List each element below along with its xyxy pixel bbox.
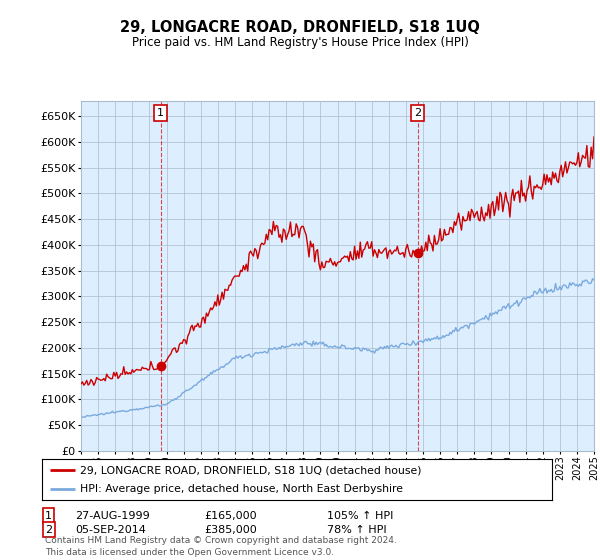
Text: 05-SEP-2014: 05-SEP-2014 bbox=[75, 525, 146, 535]
Text: HPI: Average price, detached house, North East Derbyshire: HPI: Average price, detached house, Nort… bbox=[80, 484, 403, 493]
Text: 27-AUG-1999: 27-AUG-1999 bbox=[75, 511, 150, 521]
Text: 105% ↑ HPI: 105% ↑ HPI bbox=[327, 511, 394, 521]
Text: 78% ↑ HPI: 78% ↑ HPI bbox=[327, 525, 386, 535]
Text: £385,000: £385,000 bbox=[204, 525, 257, 535]
Text: 2: 2 bbox=[45, 525, 52, 535]
Text: 1: 1 bbox=[45, 511, 52, 521]
Text: 1: 1 bbox=[157, 108, 164, 118]
Text: Contains HM Land Registry data © Crown copyright and database right 2024.
This d: Contains HM Land Registry data © Crown c… bbox=[45, 536, 397, 557]
Text: £165,000: £165,000 bbox=[204, 511, 257, 521]
Text: Price paid vs. HM Land Registry's House Price Index (HPI): Price paid vs. HM Land Registry's House … bbox=[131, 36, 469, 49]
Text: 29, LONGACRE ROAD, DRONFIELD, S18 1UQ (detached house): 29, LONGACRE ROAD, DRONFIELD, S18 1UQ (d… bbox=[80, 465, 422, 475]
Text: 29, LONGACRE ROAD, DRONFIELD, S18 1UQ: 29, LONGACRE ROAD, DRONFIELD, S18 1UQ bbox=[120, 20, 480, 35]
Text: 2: 2 bbox=[414, 108, 421, 118]
